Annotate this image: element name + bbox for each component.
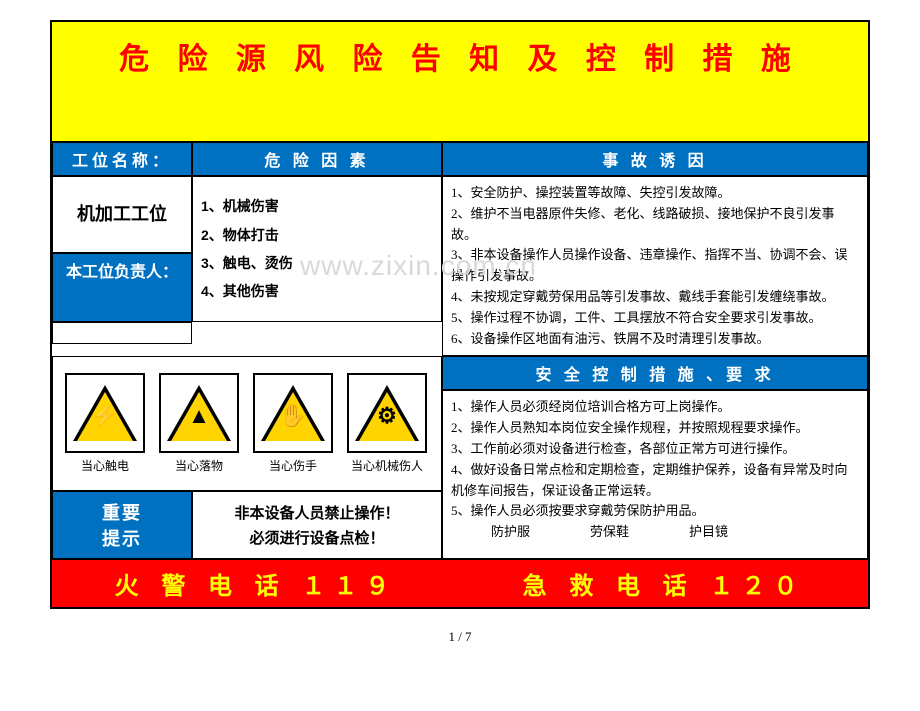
footer-bar: 火 警 电 话 １１９ 急 救 电 话 １２０	[52, 559, 868, 607]
cause-item: 5、操作过程不协调，工件、工具摆放不符合安全要求引发事故。	[451, 308, 859, 329]
poster-container: www.zixin.com.cn 危 险 源 风 险 告 知 及 控 制 措 施…	[50, 20, 870, 609]
control-item: 3、工作前必须对设备进行检查，各部位正常方可进行操作。	[451, 439, 859, 460]
bolt-icon: ⚡	[73, 403, 137, 429]
header-station: 工位名称：	[52, 142, 192, 176]
hazard-list: 1、机械伤害 2、物体打击 3、触电、烫伤 4、其他伤害	[192, 176, 442, 322]
important-label-l1: 重要	[102, 499, 142, 525]
gear-icon: ⚙	[355, 403, 419, 429]
control-item: 1、操作人员必须经岗位培训合格方可上岗操作。	[451, 397, 859, 418]
safety-poster: 危 险 源 风 险 告 知 及 控 制 措 施 工位名称： 危 险 因 素 事 …	[50, 20, 870, 609]
cause-item: 6、设备操作区地面有油污、铁屑不及时清理引发事故。	[451, 329, 859, 350]
station-name: 机加工工位	[52, 176, 192, 253]
sign-frame: ⚡	[65, 373, 145, 453]
title-bar: 危 险 源 风 险 告 知 及 控 制 措 施	[52, 22, 868, 142]
ppe-item: 防护服	[491, 522, 530, 543]
cause-item: 2、维护不当电器原件失修、老化、线路破损、接地保护不良引发事故。	[451, 204, 859, 246]
ppe-row: 防护服 劳保鞋 护目镜	[451, 522, 859, 543]
hazard-item: 3、触电、烫伤	[201, 252, 433, 274]
hazard-item: 2、物体打击	[201, 224, 433, 246]
ppe-item: 劳保鞋	[590, 522, 629, 543]
cause-list: 1、安全防护、操控装置等故障、失控引发故障。 2、维护不当电器原件失修、老化、线…	[442, 176, 868, 356]
page-number: 1 / 7	[448, 629, 471, 645]
control-item: 4、做好设备日常点检和定期检查，定期维护保养，设备有异常及时向机修车间报告，保证…	[451, 460, 859, 502]
hazard-item: 4、其他伤害	[201, 280, 433, 302]
header-controls: 安 全 控 制 措 施 、要 求	[442, 356, 868, 390]
warning-signs-row: ⚡ 当心触电 ▲ 当心落物 ✋ 当心伤手	[52, 356, 442, 491]
control-item: 5、操作人员必须按要求穿戴劳保防护用品。	[451, 501, 859, 522]
ppe-item: 护目镜	[689, 522, 728, 543]
sign-frame: ▲	[159, 373, 239, 453]
sign-label: 当心落物	[175, 457, 223, 474]
cause-item: 3、非本设备操作人员操作设备、违章操作、指挥不当、协调不会、误操作引发事故。	[451, 245, 859, 287]
title-text: 危 险 源 风 险 告 知 及 控 制 措 施	[119, 34, 801, 78]
hand-icon: ✋	[261, 403, 325, 429]
cause-item: 4、未按规定穿戴劳保用品等引发事故、戴线手套能引发缠绕事故。	[451, 287, 859, 308]
control-list: 1、操作人员必须经岗位培训合格方可上岗操作。 2、操作人员熟知本岗位安全操作规程…	[442, 390, 868, 559]
warning-sign: ⚙ 当心机械伤人	[347, 373, 427, 474]
sign-label: 当心机械伤人	[351, 457, 423, 474]
warning-sign: ⚡ 当心触电	[65, 373, 145, 474]
important-label: 重要 提示	[52, 491, 192, 559]
responsible-cell	[52, 322, 192, 344]
header-hazards: 危 险 因 素	[192, 142, 442, 176]
fire-phone: 火 警 电 话 １１９	[115, 566, 398, 601]
warning-sign: ▲ 当心落物	[159, 373, 239, 474]
important-line: 必须进行设备点检！	[249, 527, 384, 548]
emergency-phone: 急 救 电 话 １２０	[523, 566, 806, 601]
header-responsible: 本工位负责人：	[52, 253, 192, 322]
hazard-item: 1、机械伤害	[201, 195, 433, 217]
cause-item: 1、安全防护、操控装置等故障、失控引发故障。	[451, 183, 859, 204]
warning-sign: ✋ 当心伤手	[253, 373, 333, 474]
header-causes: 事 故 诱 因	[442, 142, 868, 176]
sign-frame: ⚙	[347, 373, 427, 453]
falling-icon: ▲	[167, 403, 231, 429]
important-label-l2: 提示	[102, 525, 142, 551]
control-item: 2、操作人员熟知本岗位安全操作规程，并按照规程要求操作。	[451, 418, 859, 439]
important-body: 非本设备人员禁止操作！ 必须进行设备点检！	[192, 491, 442, 559]
sign-label: 当心触电	[81, 457, 129, 474]
sign-label: 当心伤手	[269, 457, 317, 474]
content-grid: 工位名称： 危 险 因 素 事 故 诱 因 机加工工位 1、机械伤害 2、物体打…	[52, 142, 868, 559]
sign-frame: ✋	[253, 373, 333, 453]
important-line: 非本设备人员禁止操作！	[234, 502, 399, 523]
